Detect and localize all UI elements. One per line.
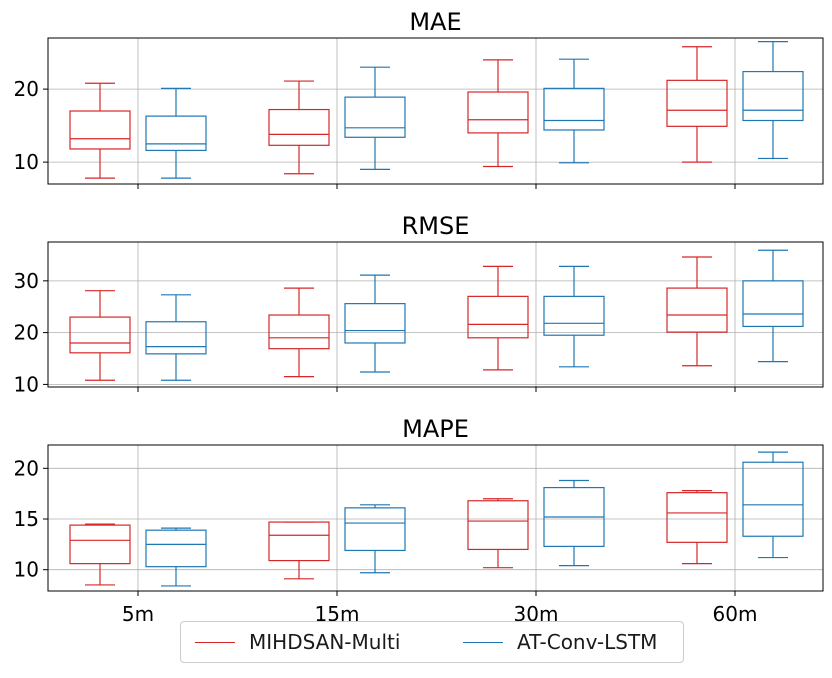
- box-mihdsan-multi-30m: [467, 265, 529, 371]
- box-at-conv-lstm-60m: [742, 451, 804, 559]
- iqr-box: [268, 314, 330, 350]
- box-mihdsan-multi-15m: [268, 521, 330, 580]
- iqr-box: [344, 303, 406, 344]
- box-mihdsan-multi-5m: [69, 82, 131, 179]
- iqr-box: [344, 507, 406, 552]
- x-tick-label: 60m: [713, 602, 758, 626]
- y-tick-label: 20: [14, 456, 39, 480]
- panel-frame: [47, 37, 824, 185]
- iqr-box: [69, 524, 131, 565]
- iqr-box: [344, 96, 406, 138]
- chart-legend: MIHDSAN-Multi AT-Conv-LSTM: [180, 621, 684, 663]
- iqr-box: [666, 287, 728, 333]
- iqr-box: [467, 500, 529, 551]
- iqr-box: [467, 91, 529, 134]
- box-mihdsan-multi-30m: [467, 59, 529, 168]
- box-mihdsan-multi-60m: [666, 490, 728, 565]
- panel-rmse: 10 20 30 RMSE: [14, 212, 824, 396]
- iqr-box: [69, 316, 131, 354]
- iqr-box: [145, 529, 207, 568]
- panel-title: RMSE: [402, 212, 470, 240]
- x-tick-label: 5m: [122, 602, 154, 626]
- iqr-box: [666, 492, 728, 543]
- box-mihdsan-multi-60m: [666, 46, 728, 163]
- panel-title: MAE: [409, 8, 461, 36]
- y-tick-label: 20: [14, 321, 39, 345]
- box-at-conv-lstm-5m: [145, 87, 207, 179]
- iqr-box: [268, 521, 330, 562]
- y-tick-label: 15: [14, 507, 39, 531]
- box-at-conv-lstm-15m: [344, 504, 406, 574]
- y-tick-label: 30: [14, 269, 39, 293]
- panel-mae: 10 20 MAE: [14, 8, 824, 189]
- iqr-box: [69, 110, 131, 150]
- box-mihdsan-multi-5m: [69, 290, 131, 381]
- iqr-box: [268, 108, 330, 146]
- box-at-conv-lstm-30m: [543, 479, 605, 567]
- legend-label-at-conv-lstm: AT-Conv-LSTM: [517, 630, 658, 654]
- panel-frame: [47, 241, 824, 388]
- box-mihdsan-multi-30m: [467, 498, 529, 569]
- y-tick-label: 20: [14, 77, 39, 101]
- legend-entry-mihdsan-multi: MIHDSAN-Multi: [195, 622, 400, 662]
- iqr-box: [543, 87, 605, 131]
- box-mihdsan-multi-5m: [69, 523, 131, 586]
- panel-title: MAPE: [402, 415, 469, 443]
- y-tick-label: 10: [14, 372, 39, 396]
- iqr-box: [467, 295, 529, 339]
- legend-swatch-at-conv-lstm: [463, 641, 503, 643]
- legend-swatch-mihdsan-multi: [195, 641, 235, 643]
- box-at-conv-lstm-15m: [344, 274, 406, 373]
- box-mihdsan-multi-15m: [268, 287, 330, 378]
- iqr-box: [742, 70, 804, 122]
- box-at-conv-lstm-5m: [145, 294, 207, 381]
- iqr-box: [543, 295, 605, 336]
- iqr-box: [145, 321, 207, 355]
- box-mihdsan-multi-15m: [268, 80, 330, 175]
- iqr-box: [145, 115, 207, 152]
- iqr-box: [742, 280, 804, 328]
- box-at-conv-lstm-15m: [344, 66, 406, 170]
- iqr-box: [666, 79, 728, 127]
- box-at-conv-lstm-30m: [543, 58, 605, 164]
- legend-entry-at-conv-lstm: AT-Conv-LSTM: [463, 622, 657, 662]
- iqr-box: [742, 461, 804, 537]
- y-tick-label: 10: [14, 558, 39, 582]
- box-at-conv-lstm-60m: [742, 249, 804, 363]
- legend-label-mihdsan-multi: MIHDSAN-Multi: [249, 630, 401, 654]
- box-at-conv-lstm-5m: [145, 527, 207, 587]
- box-at-conv-lstm-30m: [543, 265, 605, 368]
- y-tick-label: 10: [14, 150, 39, 174]
- box-at-conv-lstm-60m: [742, 41, 804, 160]
- box-mihdsan-multi-60m: [666, 256, 728, 367]
- panel-frame: [47, 444, 824, 592]
